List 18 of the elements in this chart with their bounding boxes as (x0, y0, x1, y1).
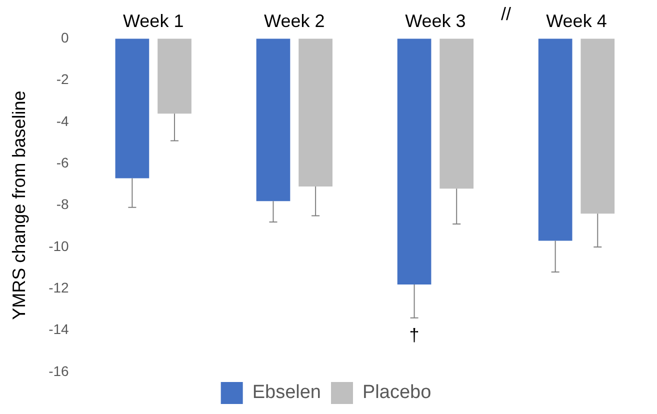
y-tick-label: -16 (48, 362, 70, 379)
x-tick-label: Week 1 (123, 10, 184, 31)
y-tick-label: -10 (48, 238, 70, 254)
y-tick-label: 0 (61, 29, 70, 46)
y-tick-label: -6 (56, 154, 70, 170)
y-tick-label: -2 (56, 71, 70, 88)
x-tick-label: Week 2 (264, 10, 325, 31)
y-tick-label: -12 (48, 280, 70, 296)
x-tick-label: Week 4 (546, 10, 607, 31)
y-axis-title: YMRS change from baseline (8, 90, 29, 320)
text: // (500, 4, 511, 24)
legend-label: Ebselen (252, 382, 322, 404)
y-tick-label: -8 (56, 196, 70, 212)
y-tick-label: -14 (48, 321, 70, 338)
legend-label: Placebo (362, 382, 432, 404)
y-tick-label: -4 (56, 112, 70, 129)
annotation: † (409, 324, 420, 345)
x-tick-label: Week 3 (405, 10, 466, 31)
